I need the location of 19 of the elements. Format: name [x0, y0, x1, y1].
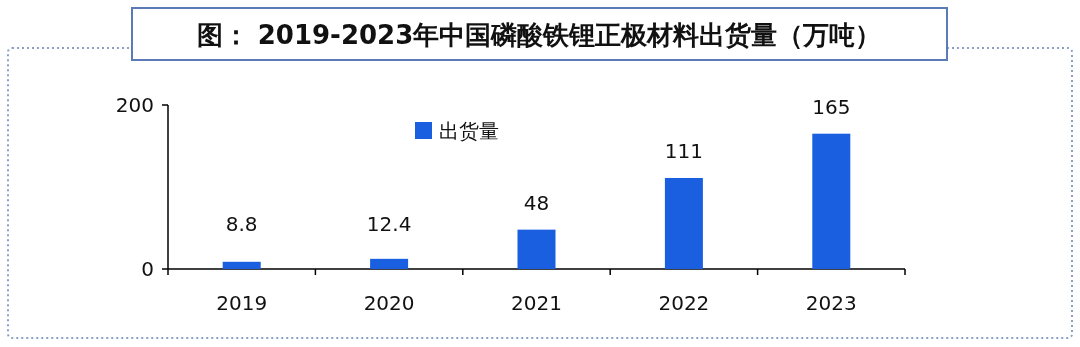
bar [370, 258, 409, 269]
data-label: 165 [812, 94, 851, 119]
bar [812, 133, 851, 269]
bar [664, 177, 703, 269]
y-tick-label: 0 [141, 257, 154, 281]
x-tick-label: 2020 [363, 291, 415, 315]
x-tick-label: 2022 [658, 291, 710, 315]
data-label: 48 [523, 190, 550, 215]
x-tick-label: 2023 [805, 291, 857, 315]
chart-title: 图： 2019-2023年中国磷酸铁锂正极材料出货量（万吨） [196, 20, 882, 50]
data-label: 111 [664, 138, 703, 163]
x-tick-label: 2021 [511, 291, 562, 315]
bar [517, 229, 556, 269]
y-tick-label: 200 [115, 93, 154, 117]
bar [222, 261, 261, 269]
data-label: 12.4 [366, 212, 412, 236]
x-tick-label: 2019 [216, 291, 268, 315]
legend-label: 出货量 [439, 119, 499, 143]
data-label: 8.8 [225, 212, 258, 236]
